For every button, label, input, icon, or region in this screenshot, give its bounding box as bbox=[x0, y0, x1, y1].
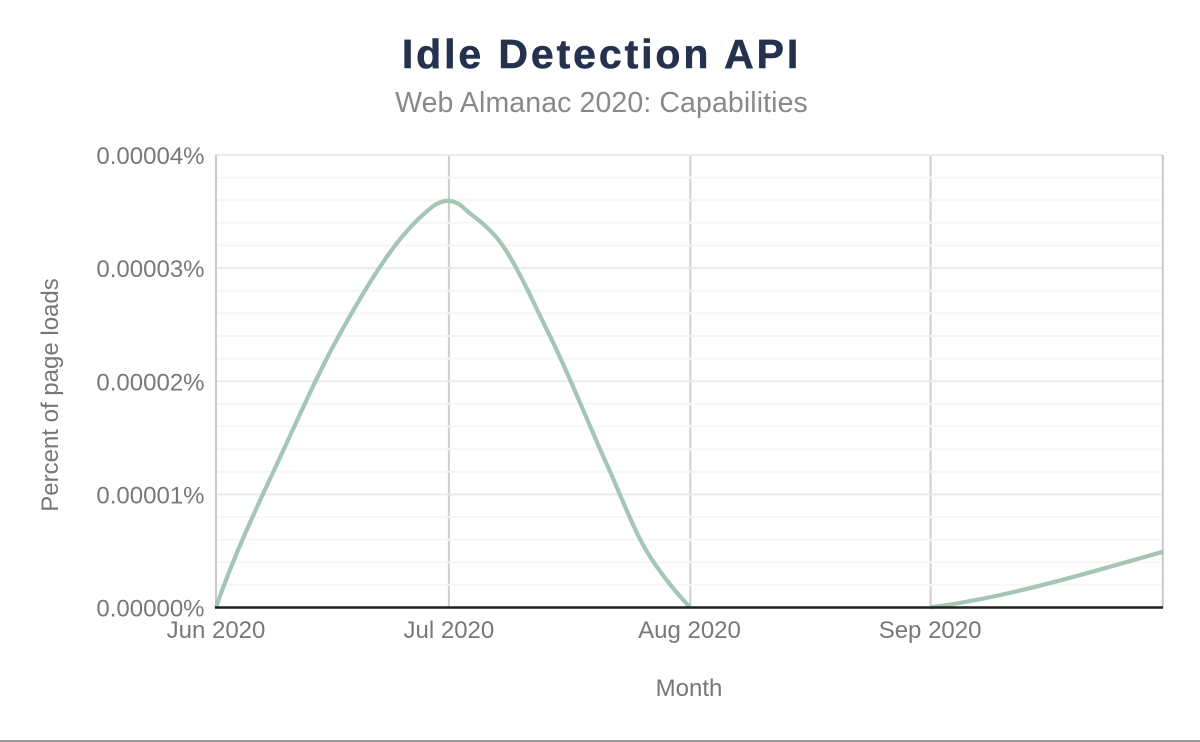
svg-text:Jul 2020: Jul 2020 bbox=[404, 617, 495, 644]
svg-text:Sep 2020: Sep 2020 bbox=[879, 617, 982, 644]
svg-text:0.00004%: 0.00004% bbox=[96, 143, 204, 170]
svg-text:0.00002%: 0.00002% bbox=[96, 369, 204, 396]
svg-text:0.00001%: 0.00001% bbox=[96, 482, 204, 509]
svg-text:Month: Month bbox=[656, 675, 723, 702]
svg-text:0.00000%: 0.00000% bbox=[96, 596, 204, 623]
svg-text:Jun 2020: Jun 2020 bbox=[167, 617, 266, 644]
svg-text:Percent of page loads: Percent of page loads bbox=[37, 278, 64, 512]
svg-text:Aug 2020: Aug 2020 bbox=[638, 617, 741, 644]
svg-text:0.00003%: 0.00003% bbox=[96, 256, 204, 283]
